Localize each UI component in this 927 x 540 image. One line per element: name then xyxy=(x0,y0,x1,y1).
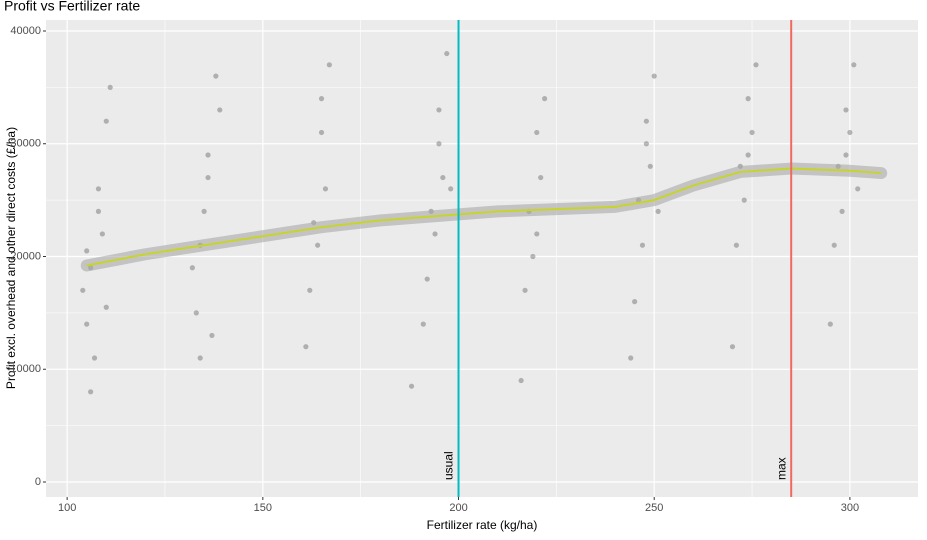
data-point xyxy=(95,186,102,192)
data-point xyxy=(843,107,849,113)
x-axis-title: Fertilizer rate (kg/ha) xyxy=(427,518,538,532)
x-tick-label: 250 xyxy=(645,502,663,514)
data-point xyxy=(99,231,105,237)
data-point xyxy=(749,129,755,136)
data-point xyxy=(522,287,528,293)
data-point xyxy=(639,242,646,248)
data-point xyxy=(213,73,219,79)
y-tick-label: 0 xyxy=(35,476,41,488)
data-point xyxy=(827,321,833,327)
reference-label: usual xyxy=(442,451,456,480)
data-point xyxy=(322,186,329,192)
x-tick-label: 150 xyxy=(254,502,272,514)
data-point xyxy=(745,152,751,158)
data-point xyxy=(103,118,109,124)
data-point xyxy=(107,84,113,90)
data-point xyxy=(745,96,751,102)
data-point xyxy=(655,208,661,214)
data-point xyxy=(84,248,90,254)
y-tick-label: 30000 xyxy=(10,138,41,150)
data-point xyxy=(444,50,450,57)
data-point xyxy=(88,389,94,395)
data-point xyxy=(408,383,415,389)
data-point xyxy=(647,163,653,169)
y-tick-label: 20000 xyxy=(10,250,41,262)
data-point xyxy=(95,208,102,214)
data-point xyxy=(84,321,90,327)
data-point xyxy=(534,129,540,136)
y-axis-title: Profit excl. overhead and other direct c… xyxy=(4,127,18,389)
x-tick-label: 300 xyxy=(841,502,859,514)
data-point xyxy=(843,152,849,158)
reference-label: max xyxy=(774,457,788,480)
data-point xyxy=(217,107,223,113)
data-point xyxy=(432,231,438,237)
data-point xyxy=(542,96,548,102)
data-point xyxy=(632,298,638,305)
data-point xyxy=(193,310,199,316)
data-point xyxy=(643,141,649,147)
smooth-line xyxy=(86,167,882,267)
x-tick-label: 100 xyxy=(58,502,76,514)
data-point xyxy=(534,231,540,237)
data-point xyxy=(753,62,759,68)
data-point xyxy=(318,96,325,102)
data-point xyxy=(741,197,747,203)
data-point xyxy=(315,242,321,248)
data-point xyxy=(729,344,736,350)
data-point xyxy=(643,118,649,124)
data-point xyxy=(197,355,203,361)
data-point xyxy=(518,377,524,384)
x-tick-label: 200 xyxy=(449,502,467,514)
data-point xyxy=(424,276,430,282)
data-point xyxy=(303,344,309,350)
data-point xyxy=(733,242,739,248)
data-point xyxy=(189,265,195,271)
plot-panel xyxy=(46,20,918,497)
data-point xyxy=(420,321,426,327)
y-tick-label: 10000 xyxy=(10,363,41,375)
data-point xyxy=(628,355,634,361)
data-point xyxy=(847,129,853,136)
data-point xyxy=(103,304,109,310)
data-point xyxy=(851,62,857,68)
data-point xyxy=(205,152,211,158)
data-point xyxy=(209,332,215,339)
data-point xyxy=(839,208,845,214)
data-point xyxy=(436,141,442,147)
chart-title: Profit vs Fertilizer rate xyxy=(4,0,140,14)
data-point xyxy=(855,186,861,192)
data-point xyxy=(326,62,332,68)
data-point xyxy=(80,287,86,293)
data-point xyxy=(651,73,657,79)
data-point xyxy=(538,174,544,181)
data-point xyxy=(201,208,207,214)
data-point xyxy=(440,174,446,181)
data-point xyxy=(831,242,837,248)
y-tick-label: 40000 xyxy=(10,25,41,37)
data-point xyxy=(91,355,98,361)
data-point xyxy=(530,253,536,260)
data-point xyxy=(307,287,313,293)
data-point xyxy=(436,107,442,113)
data-point xyxy=(448,186,454,192)
data-point xyxy=(318,129,325,136)
data-point xyxy=(205,174,211,181)
